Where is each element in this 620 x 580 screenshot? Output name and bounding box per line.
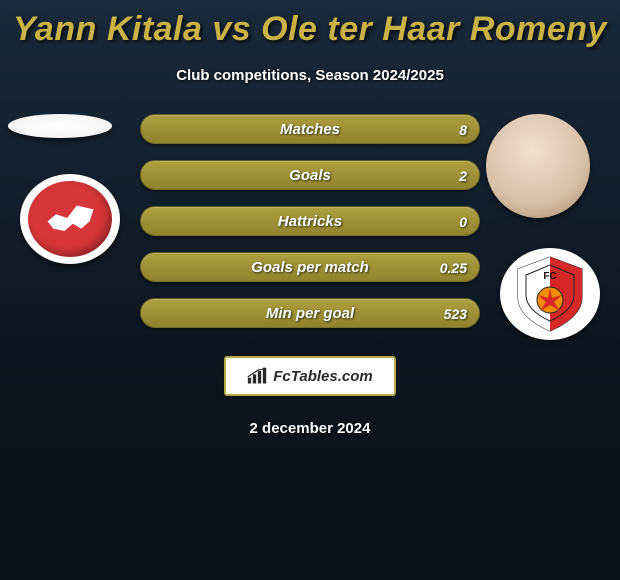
page-subtitle: Club competitions, Season 2024/2025 [0, 67, 620, 84]
stat-value-right: 0.25 [440, 253, 467, 281]
stat-bars: Matches 8 Goals 2 Hattricks 0 Goals per … [140, 114, 480, 344]
club-logo-right: FC [500, 248, 600, 340]
svg-text:FC: FC [543, 271, 556, 282]
page-title: Yann Kitala vs Ole ter Haar Romeny [0, 0, 620, 49]
almere-city-icon [28, 181, 112, 257]
stat-value-right: 2 [459, 161, 467, 189]
stat-label: Goals [141, 161, 479, 189]
stat-bar-matches: Matches 8 [140, 114, 480, 144]
fc-utrecht-icon: FC [514, 255, 586, 333]
avatar-left-player [8, 114, 112, 138]
stat-label: Matches [141, 115, 479, 143]
avatar-right-player [486, 114, 590, 218]
stat-bar-hattricks: Hattricks 0 [140, 206, 480, 236]
stat-value-right: 0 [459, 207, 467, 235]
date-line: 2 december 2024 [0, 420, 620, 437]
stat-label: Hattricks [141, 207, 479, 235]
stat-value-right: 523 [444, 299, 467, 327]
stat-bar-goals-per-match: Goals per match 0.25 [140, 252, 480, 282]
branding-label: FcTables.com [273, 368, 372, 385]
stat-label: Goals per match [141, 253, 479, 281]
bar-chart-icon [247, 367, 267, 385]
stats-area: FC Matches 8 Goals 2 Hattricks 0 Goals p… [0, 114, 620, 344]
stat-value-right: 8 [459, 115, 467, 143]
stat-label: Min per goal [141, 299, 479, 327]
stat-bar-min-per-goal: Min per goal 523 [140, 298, 480, 328]
club-logo-left [20, 174, 120, 264]
branding-badge: FcTables.com [224, 356, 396, 396]
stat-bar-goals: Goals 2 [140, 160, 480, 190]
